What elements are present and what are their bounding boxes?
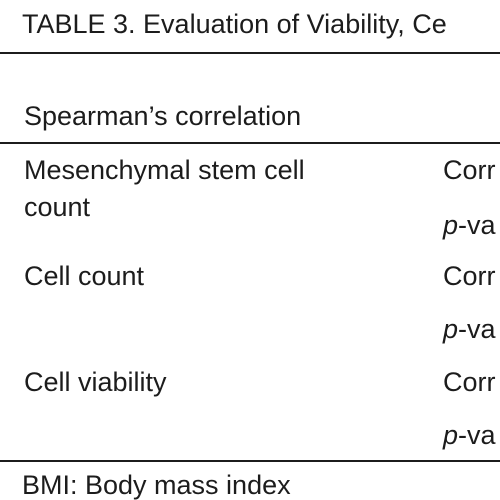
row-stat-p-value: p-va <box>443 420 496 450</box>
p-italic: p <box>443 420 459 450</box>
row-stat-p-value: p-va <box>443 210 496 240</box>
p-value-suffix: -va <box>458 210 496 240</box>
caption-rule <box>0 52 500 54</box>
p-italic: p <box>443 210 459 240</box>
row-stat-correlation: Corr <box>443 261 496 291</box>
p-italic: p <box>443 314 459 344</box>
header-rule <box>0 142 500 144</box>
row-stat-p-value: p-va <box>443 314 496 344</box>
row-label-mesenchymal-line1: Mesenchymal stem cell <box>24 155 305 185</box>
row-label-cell-count: Cell count <box>24 261 145 291</box>
header-label: Spearman’s correlation <box>24 101 302 131</box>
row-label-mesenchymal-line2: count <box>24 192 91 222</box>
p-value-suffix: -va <box>458 314 496 344</box>
table-footnote: BMI: Body mass index <box>22 470 291 500</box>
table-caption: TABLE 3. Evaluation of Viability, Ce <box>22 9 447 39</box>
table-bottom-rule <box>0 460 500 462</box>
row-stat-correlation: Corr <box>443 155 496 185</box>
p-value-suffix: -va <box>458 420 496 450</box>
row-stat-correlation: Corr <box>443 367 496 397</box>
row-label-cell-viability: Cell viability <box>24 367 167 397</box>
